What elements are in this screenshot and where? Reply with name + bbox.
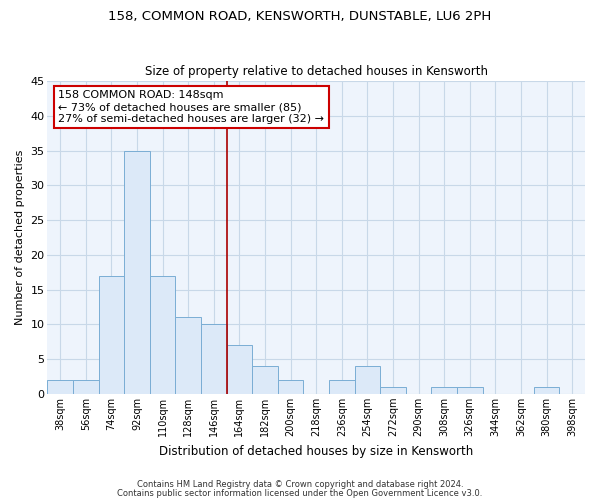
Bar [150,276,175,394]
Bar [278,380,304,394]
Bar [380,387,406,394]
Text: 158 COMMON ROAD: 148sqm
← 73% of detached houses are smaller (85)
27% of semi-de: 158 COMMON ROAD: 148sqm ← 73% of detache… [58,90,324,124]
Bar [534,387,559,394]
Bar [201,324,227,394]
Bar [175,318,201,394]
X-axis label: Distribution of detached houses by size in Kensworth: Distribution of detached houses by size … [159,444,473,458]
Text: Contains HM Land Registry data © Crown copyright and database right 2024.: Contains HM Land Registry data © Crown c… [137,480,463,489]
Bar [98,276,124,394]
Y-axis label: Number of detached properties: Number of detached properties [15,150,25,325]
Bar [329,380,355,394]
Title: Size of property relative to detached houses in Kensworth: Size of property relative to detached ho… [145,66,488,78]
Text: 158, COMMON ROAD, KENSWORTH, DUNSTABLE, LU6 2PH: 158, COMMON ROAD, KENSWORTH, DUNSTABLE, … [109,10,491,23]
Bar [227,345,252,394]
Bar [355,366,380,394]
Bar [47,380,73,394]
Text: Contains public sector information licensed under the Open Government Licence v3: Contains public sector information licen… [118,488,482,498]
Bar [431,387,457,394]
Bar [252,366,278,394]
Bar [457,387,482,394]
Bar [124,150,150,394]
Bar [73,380,98,394]
